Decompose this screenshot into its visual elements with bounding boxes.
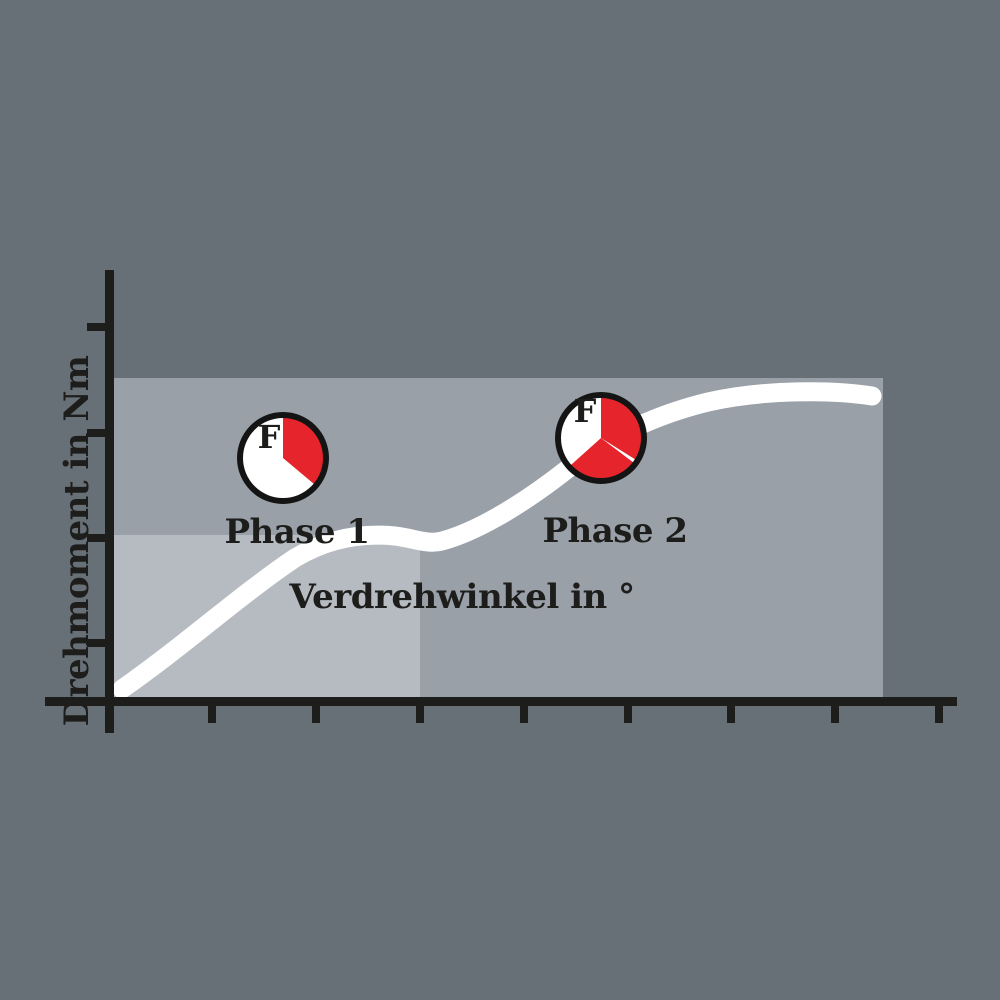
y-axis-label: Drehmoment in Nm	[57, 355, 97, 727]
x-axis	[45, 697, 957, 706]
torque-curve	[112, 382, 882, 699]
x-axis-tick	[935, 703, 943, 723]
x-axis-tick	[208, 703, 216, 723]
pie2-red-wedge-b	[570, 438, 634, 479]
pie2-ring	[555, 392, 647, 484]
phase1-lower-panel	[109, 535, 420, 701]
pie1-red-wedge	[283, 417, 325, 485]
force-pie-icon-phase1: F	[237, 412, 329, 504]
y-axis-tick	[87, 323, 109, 331]
pie2-letter: F	[574, 392, 597, 430]
pie1-ring	[237, 412, 329, 504]
pie1-letter: F	[258, 418, 281, 456]
x-axis-tick	[624, 703, 632, 723]
x-axis-tick	[831, 703, 839, 723]
x-axis-tick	[520, 703, 528, 723]
phase1-label: Phase 1	[224, 512, 370, 552]
force-pie-icon-phase2: F	[555, 392, 647, 484]
phase2-label: Phase 2	[542, 511, 688, 551]
y-axis-tick	[87, 534, 109, 542]
y-axis	[105, 270, 114, 733]
y-axis-tick	[87, 429, 109, 437]
pie2-red-wedge-a	[601, 397, 643, 460]
y-axis-tick	[87, 639, 109, 647]
x-axis-tick	[416, 703, 424, 723]
x-axis-tick	[312, 703, 320, 723]
x-axis-tick	[727, 703, 735, 723]
x-axis-label: Verdrehwinkel in °	[289, 577, 635, 617]
